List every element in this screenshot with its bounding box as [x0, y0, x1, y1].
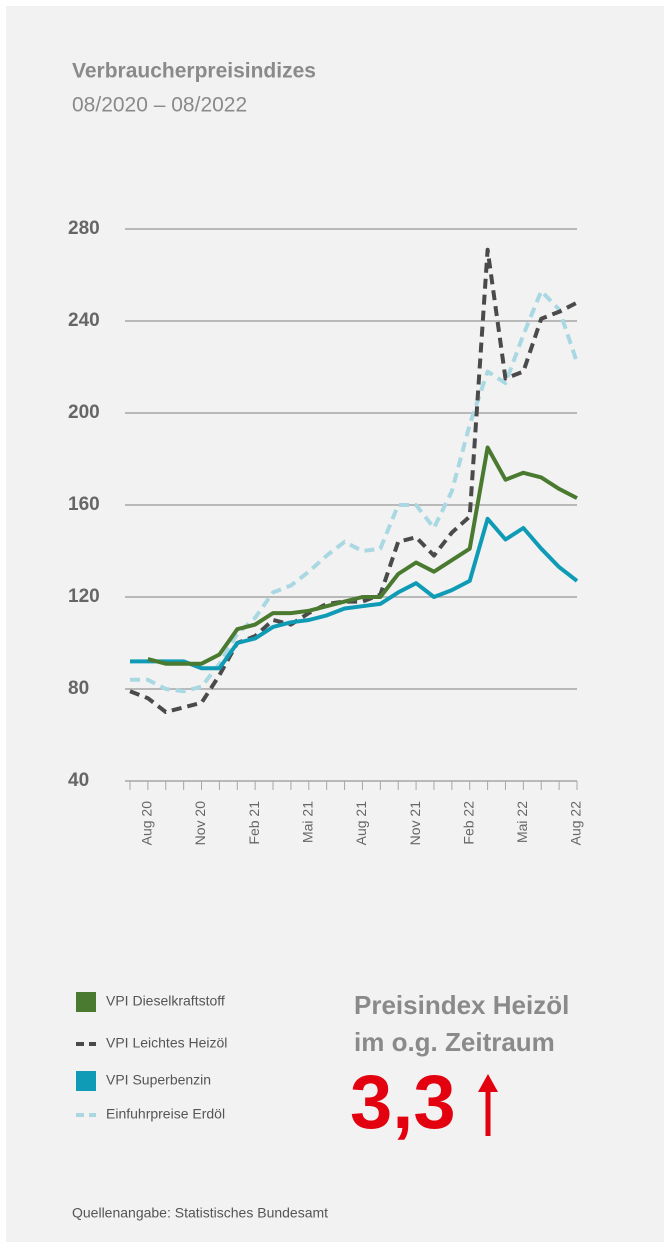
x-tick-label: Mai 21	[300, 801, 316, 843]
series-line	[130, 289, 579, 694]
source: Quellenangabe: Statistisches Bundesamt	[72, 1205, 328, 1221]
legend-label: VPI Leichtes Heizöl	[106, 1035, 227, 1051]
series-line	[129, 247, 578, 714]
x-tick-label: Aug 21	[353, 801, 369, 846]
panel	[6, 6, 664, 1242]
x-tick-label: Feb 21	[246, 801, 262, 845]
legend-label: Einfuhrpreise Erdöl	[106, 1106, 225, 1122]
series-line	[147, 445, 578, 666]
chart-subtitle: 08/2020 – 08/2022	[72, 94, 247, 117]
x-tick-label: Nov 20	[192, 801, 208, 846]
x-tick-label: Nov 21	[407, 801, 423, 846]
y-tick-label: 80	[68, 678, 89, 699]
x-tick-label: Feb 22	[460, 801, 476, 845]
annotation-value: 3,3	[350, 1060, 456, 1145]
y-tick-label: 240	[68, 310, 100, 331]
arrow	[478, 1074, 498, 1136]
y-tick-label: 200	[68, 402, 100, 423]
legend-swatch	[76, 992, 96, 1012]
y-tick-label: 120	[68, 586, 100, 607]
legend-swatch	[76, 1071, 96, 1091]
x-tick-label: Mai 22	[514, 801, 530, 843]
y-tick-label: 280	[68, 218, 100, 239]
annotation-line: im o.g. Zeitraum	[354, 1027, 555, 1057]
y-tick-label: 40	[68, 770, 89, 791]
legend-label: VPI Dieselkraftstoff	[106, 993, 225, 1009]
x-tick-label: Aug 22	[568, 801, 584, 846]
y-tick-label: 160	[68, 494, 100, 515]
annotation-line: Preisindex Heizöl	[354, 990, 569, 1020]
legend-label: VPI Superbenzin	[106, 1072, 211, 1088]
x-tick-label: Aug 20	[139, 801, 155, 846]
series-line	[130, 516, 579, 671]
chart-title: Verbraucherpreisindizes	[72, 60, 316, 83]
